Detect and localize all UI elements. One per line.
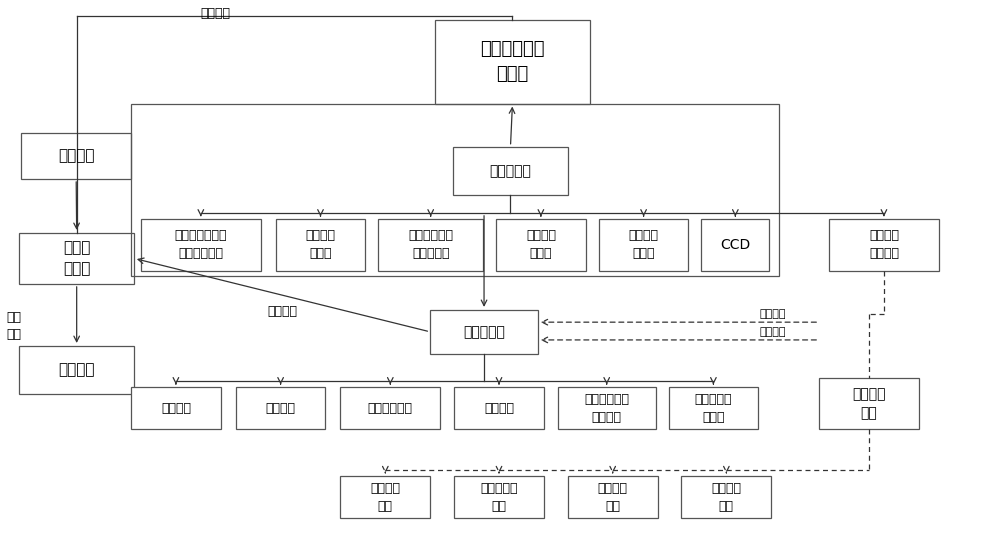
- Bar: [435, 20, 590, 104]
- Bar: [141, 219, 261, 270]
- Text: 遥控释放: 遥控释放: [759, 309, 786, 320]
- Text: 危化品侦测
传感器: 危化品侦测 传感器: [695, 393, 732, 424]
- Text: 挥发性有机化
合物传感器: 挥发性有机化 合物传感器: [408, 229, 453, 260]
- Text: 空中无人机侦
检平台: 空中无人机侦 检平台: [480, 41, 545, 83]
- Bar: [496, 219, 586, 270]
- Text: 防护装置: 防护装置: [266, 402, 296, 415]
- Bar: [19, 233, 134, 284]
- Text: 气象信息: 气象信息: [58, 149, 94, 163]
- Text: 近红外吸收光谱
遥感探测模块: 近红外吸收光谱 遥感探测模块: [175, 229, 227, 260]
- Bar: [430, 310, 538, 354]
- Text: 便携式
地面站: 便携式 地面站: [63, 240, 90, 276]
- Bar: [599, 219, 688, 270]
- Bar: [701, 219, 769, 270]
- Text: 地面发射: 地面发射: [759, 327, 786, 337]
- Text: 空气炮弹射
装置: 空气炮弹射 装置: [480, 481, 518, 512]
- Text: CCD: CCD: [720, 238, 750, 252]
- Text: 无线数传: 无线数传: [267, 306, 297, 319]
- Bar: [131, 104, 779, 276]
- Text: 火药弹射
装置: 火药弹射 装置: [711, 481, 741, 512]
- Bar: [131, 387, 221, 429]
- Text: 有毒气体
传感器: 有毒气体 传感器: [306, 229, 336, 260]
- Bar: [454, 387, 544, 429]
- Text: 地面发射
平台: 地面发射 平台: [852, 387, 886, 420]
- Bar: [236, 387, 325, 429]
- Bar: [340, 476, 430, 518]
- Text: 数据
处理: 数据 处理: [6, 311, 21, 341]
- Text: 其他气体
传感器: 其他气体 传感器: [629, 229, 659, 260]
- Text: 地面侦测球: 地面侦测球: [463, 325, 505, 339]
- Bar: [21, 133, 131, 179]
- Text: 主动泵吸装置: 主动泵吸装置: [368, 402, 413, 415]
- Text: 机载抛射
侦测吊舱: 机载抛射 侦测吊舱: [869, 229, 899, 260]
- Text: 易燃气体
传感器: 易燃气体 传感器: [526, 229, 556, 260]
- Text: 无线图传: 无线图传: [201, 7, 231, 20]
- Bar: [568, 476, 658, 518]
- Text: 无线通信装置
（收发）: 无线通信装置 （收发）: [584, 393, 629, 424]
- Bar: [276, 219, 365, 270]
- Text: 伞降装置: 伞降装置: [161, 402, 191, 415]
- Bar: [558, 387, 656, 429]
- Bar: [454, 476, 544, 518]
- Bar: [19, 346, 134, 394]
- Text: 数据汇集器: 数据汇集器: [490, 164, 531, 178]
- Text: 定位装置: 定位装置: [484, 402, 514, 415]
- Text: 机械弹射
装置: 机械弹射 装置: [598, 481, 628, 512]
- Text: 指挥中心: 指挥中心: [58, 362, 95, 378]
- Text: 电磁弹射
装置: 电磁弹射 装置: [370, 481, 400, 512]
- Bar: [378, 219, 483, 270]
- Bar: [819, 378, 919, 429]
- Bar: [669, 387, 758, 429]
- Bar: [681, 476, 771, 518]
- Bar: [453, 147, 568, 195]
- Bar: [340, 387, 440, 429]
- Bar: [829, 219, 939, 270]
